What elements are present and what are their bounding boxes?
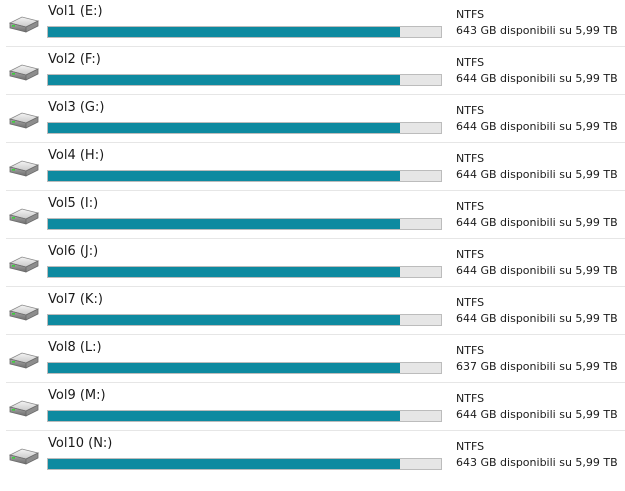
- usage-bar: [47, 74, 442, 86]
- hard-drive-icon: [8, 348, 40, 372]
- volume-name: Vol10 (N:): [48, 436, 113, 451]
- hard-drive-icon: [8, 108, 40, 132]
- volume-item[interactable]: Vol4 (H:) NTFS 644 GB disponibili su 5,9…: [0, 144, 625, 192]
- filesystem-label: NTFS: [456, 392, 485, 405]
- hard-drive-icon: [8, 396, 40, 420]
- volume-item[interactable]: Vol5 (I:) NTFS 644 GB disponibili su 5,9…: [0, 192, 625, 240]
- free-space-text: 643 GB disponibili su 5,99 TB: [456, 24, 618, 37]
- usage-bar: [47, 266, 442, 278]
- volume-name: Vol9 (M:): [48, 388, 106, 403]
- usage-bar: [47, 122, 442, 134]
- usage-bar-fill: [48, 75, 400, 85]
- volume-item[interactable]: Vol7 (K:) NTFS 644 GB disponibili su 5,9…: [0, 288, 625, 336]
- usage-bar: [47, 218, 442, 230]
- free-space-text: 644 GB disponibili su 5,99 TB: [456, 312, 618, 325]
- filesystem-label: NTFS: [456, 152, 485, 165]
- volume-item[interactable]: Vol2 (F:) NTFS 644 GB disponibili su 5,9…: [0, 48, 625, 96]
- free-space-text: 644 GB disponibili su 5,99 TB: [456, 264, 618, 277]
- volume-item[interactable]: Vol9 (M:) NTFS 644 GB disponibili su 5,9…: [0, 384, 625, 432]
- usage-bar-fill: [48, 363, 401, 373]
- free-space-text: 644 GB disponibili su 5,99 TB: [456, 120, 618, 133]
- volume-item[interactable]: Vol10 (N:) NTFS 643 GB disponibili su 5,…: [0, 432, 625, 480]
- volume-name: Vol5 (I:): [48, 196, 99, 211]
- filesystem-label: NTFS: [456, 8, 485, 21]
- usage-bar-fill: [48, 123, 400, 133]
- usage-bar-fill: [48, 27, 400, 37]
- hard-drive-icon: [8, 300, 40, 324]
- free-space-text: 644 GB disponibili su 5,99 TB: [456, 72, 618, 85]
- usage-bar: [47, 26, 442, 38]
- usage-bar: [47, 458, 442, 470]
- usage-bar-fill: [48, 267, 400, 277]
- volume-name: Vol7 (K:): [48, 292, 103, 307]
- filesystem-label: NTFS: [456, 344, 485, 357]
- hard-drive-icon: [8, 204, 40, 228]
- usage-bar-fill: [48, 219, 400, 229]
- volume-name: Vol8 (L:): [48, 340, 102, 355]
- hard-drive-icon: [8, 252, 40, 276]
- filesystem-label: NTFS: [456, 104, 485, 117]
- volume-name: Vol6 (J:): [48, 244, 99, 259]
- usage-bar: [47, 362, 442, 374]
- free-space-text: 644 GB disponibili su 5,99 TB: [456, 408, 618, 421]
- free-space-text: 643 GB disponibili su 5,99 TB: [456, 456, 618, 469]
- volume-name: Vol1 (E:): [48, 4, 103, 19]
- usage-bar: [47, 410, 442, 422]
- filesystem-label: NTFS: [456, 440, 485, 453]
- usage-bar: [47, 170, 442, 182]
- usage-bar: [47, 314, 442, 326]
- volume-item[interactable]: Vol1 (E:) NTFS 643 GB disponibili su 5,9…: [0, 0, 625, 48]
- usage-bar-fill: [48, 411, 400, 421]
- free-space-text: 644 GB disponibili su 5,99 TB: [456, 168, 618, 181]
- filesystem-label: NTFS: [456, 200, 485, 213]
- volume-item[interactable]: Vol6 (J:) NTFS 644 GB disponibili su 5,9…: [0, 240, 625, 288]
- usage-bar-fill: [48, 459, 400, 469]
- hard-drive-icon: [8, 444, 40, 468]
- hard-drive-icon: [8, 12, 40, 36]
- hard-drive-icon: [8, 60, 40, 84]
- hard-drive-icon: [8, 156, 40, 180]
- volume-name: Vol2 (F:): [48, 52, 101, 67]
- usage-bar-fill: [48, 171, 400, 181]
- usage-bar-fill: [48, 315, 400, 325]
- volume-name: Vol3 (G:): [48, 100, 105, 115]
- filesystem-label: NTFS: [456, 248, 485, 261]
- volume-item[interactable]: Vol3 (G:) NTFS 644 GB disponibili su 5,9…: [0, 96, 625, 144]
- filesystem-label: NTFS: [456, 296, 485, 309]
- free-space-text: 637 GB disponibili su 5,99 TB: [456, 360, 618, 373]
- free-space-text: 644 GB disponibili su 5,99 TB: [456, 216, 618, 229]
- filesystem-label: NTFS: [456, 56, 485, 69]
- volume-item[interactable]: Vol8 (L:) NTFS 637 GB disponibili su 5,9…: [0, 336, 625, 384]
- volume-name: Vol4 (H:): [48, 148, 105, 163]
